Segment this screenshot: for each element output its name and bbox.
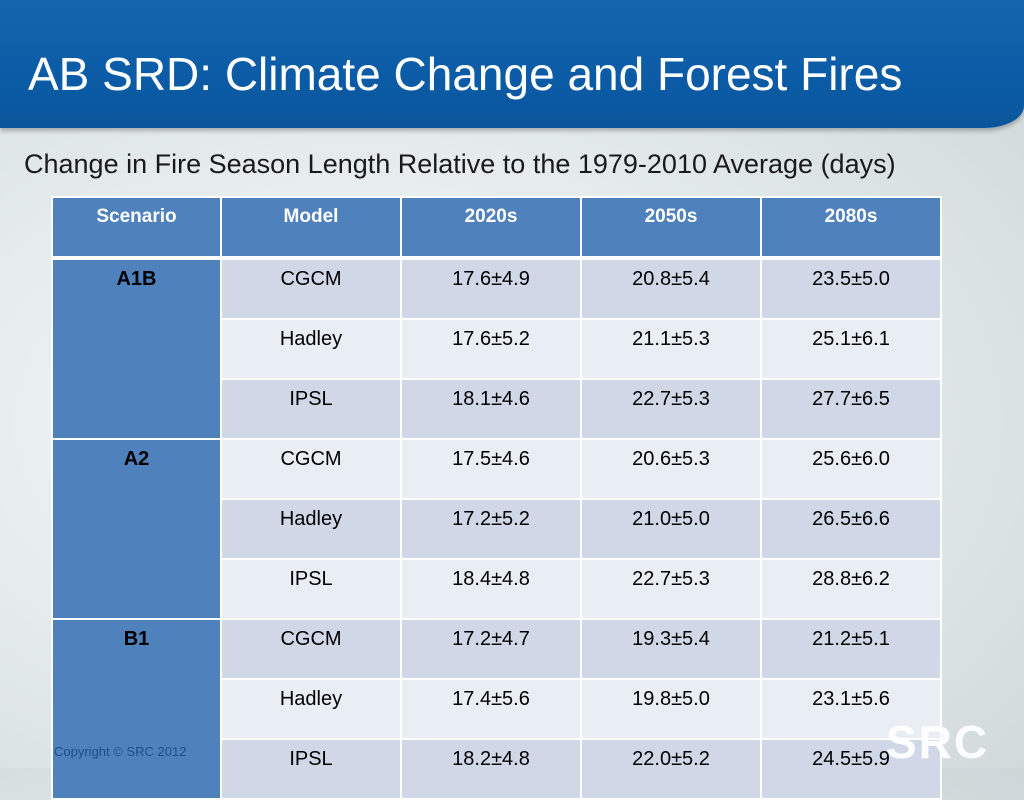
header-2020s: 2020s: [400, 196, 582, 260]
header-2080s: 2080s: [760, 196, 942, 260]
copyright-footer: Copyright © SRC 2012: [54, 744, 187, 759]
scenario-cell-b1: B1: [51, 618, 222, 800]
value-cell-2050s: 22.0±5.2: [580, 738, 762, 800]
value-cell-2050s: 20.8±5.4: [580, 257, 762, 320]
header-model: Model: [220, 196, 402, 260]
value-cell-2080s: 21.2±5.1: [760, 618, 942, 680]
value-cell-2050s: 19.8±5.0: [580, 678, 762, 740]
model-cell: Hadley: [220, 678, 402, 740]
table-row: IPSL 18.4±4.8 22.7±5.3 28.8±6.2: [52, 558, 942, 620]
value-cell-2020s: 18.1±4.6: [400, 378, 582, 440]
scenario-cell-a2: A2: [51, 438, 222, 620]
table-row: A2 CGCM 17.5±4.6 20.6±5.3 25.6±6.0: [51, 438, 942, 620]
value-cell-2020s: 17.2±4.7: [400, 618, 582, 680]
value-cell-2080s: 23.1±5.6: [760, 678, 942, 740]
table-row: Hadley 17.2±5.2 21.0±5.0 26.5±6.6: [52, 498, 942, 560]
value-cell-2050s: 21.1±5.3: [580, 318, 762, 380]
value-cell-2050s: 19.3±5.4: [580, 618, 762, 680]
value-cell-2050s: 21.0±5.0: [580, 498, 762, 560]
value-cell-2080s: 28.8±6.2: [760, 558, 942, 620]
src-logo: SRC: [886, 716, 990, 768]
value-cell-2020s: 18.2±4.8: [400, 738, 582, 800]
table-row: IPSL 18.1±4.6 22.7±5.3 27.7±6.5: [52, 378, 942, 440]
value-cell-2020s: 17.6±5.2: [400, 318, 582, 380]
header-2050s: 2050s: [580, 196, 762, 260]
model-cell: CGCM: [220, 618, 402, 680]
table-row: Hadley 17.4±5.6 19.8±5.0 23.1±5.6: [52, 678, 942, 740]
table-row: B1 CGCM 17.2±4.7 19.3±5.4 21.2±5.1: [51, 618, 942, 800]
table-row: Hadley 17.6±5.2 21.1±5.3 25.1±6.1: [52, 318, 942, 380]
table-row: A1B CGCM 17.6±4.9 20.8±5.4 23.5±5.0: [51, 257, 942, 440]
title-bar: AB SRD: Climate Change and Forest Fires: [0, 0, 1024, 128]
slide-subtitle: Change in Fire Season Length Relative to…: [24, 149, 896, 179]
fire-season-table: Scenario Model 2020s 2050s 2080s A1B CGC…: [51, 196, 942, 800]
value-cell-2020s: 17.5±4.6: [400, 438, 582, 500]
value-cell-2020s: 17.2±5.2: [400, 498, 582, 560]
value-cell-2020s: 17.4±5.6: [400, 678, 582, 740]
value-cell-2080s: 27.7±6.5: [760, 378, 942, 440]
model-cell: IPSL: [220, 558, 402, 620]
model-cell: Hadley: [220, 498, 402, 560]
value-cell-2050s: 22.7±5.3: [580, 558, 762, 620]
value-cell-2080s: 25.6±6.0: [760, 438, 942, 500]
scenario-cell-a1b: A1B: [51, 257, 222, 440]
value-cell-2080s: 23.5±5.0: [760, 257, 942, 320]
slide-title: AB SRD: Climate Change and Forest Fires: [28, 48, 903, 100]
model-cell: CGCM: [220, 438, 402, 500]
model-cell: IPSL: [220, 738, 402, 800]
value-cell-2050s: 20.6±5.3: [580, 438, 762, 500]
value-cell-2050s: 22.7±5.3: [580, 378, 762, 440]
value-cell-2020s: 17.6±4.9: [400, 257, 582, 320]
value-cell-2020s: 18.4±4.8: [400, 558, 582, 620]
value-cell-2080s: 25.1±6.1: [760, 318, 942, 380]
model-cell: IPSL: [220, 378, 402, 440]
model-cell: Hadley: [220, 318, 402, 380]
value-cell-2080s: 26.5±6.6: [760, 498, 942, 560]
table-header-row: Scenario Model 2020s 2050s 2080s: [51, 196, 942, 260]
header-scenario: Scenario: [51, 196, 222, 260]
model-cell: CGCM: [220, 257, 402, 320]
